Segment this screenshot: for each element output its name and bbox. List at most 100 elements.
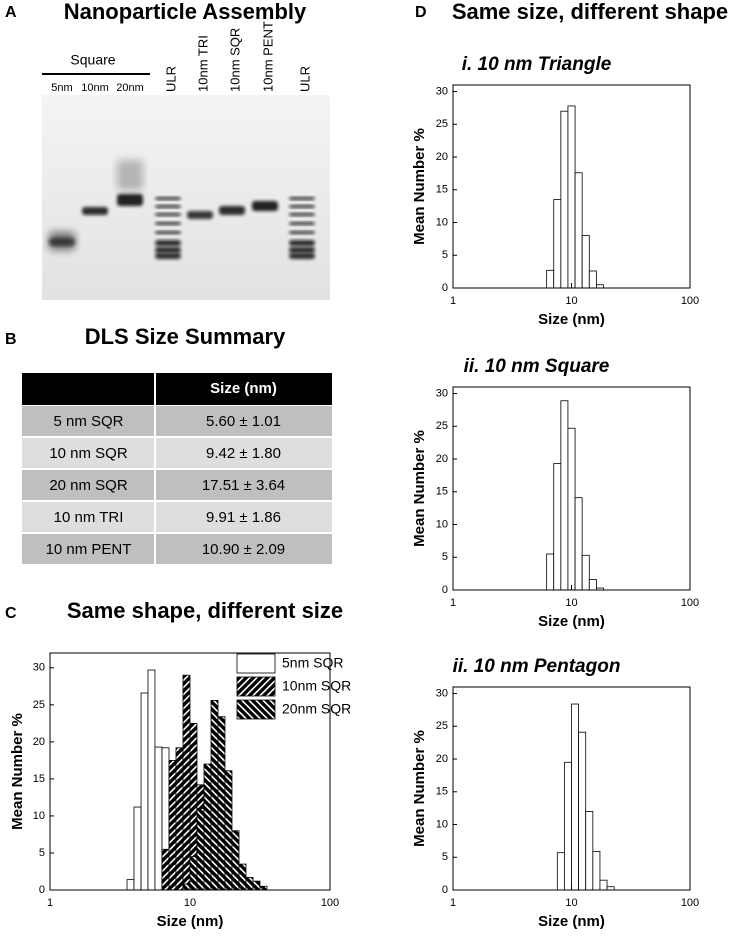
lane-label: 10nm PENT [260, 21, 275, 92]
gel-band [252, 201, 278, 211]
y-tick-label: 10 [33, 810, 45, 822]
panel-label: D [415, 4, 427, 21]
y-tick-label: 5 [442, 249, 448, 261]
histogram-bar [556, 852, 565, 891]
y-tick-label: 30 [436, 687, 448, 699]
histogram-bar [252, 880, 261, 891]
table-row [22, 470, 154, 500]
x-axis-label: Size (nm) [538, 311, 605, 328]
x-tick-label: 100 [681, 597, 699, 609]
lane-label: ULR [297, 66, 312, 92]
y-tick-label: 15 [33, 773, 45, 785]
y-tick-label: 20 [436, 453, 448, 465]
x-tick-label: 1 [450, 295, 456, 307]
x-tick-label: 100 [681, 897, 699, 909]
y-tick-label: 25 [436, 720, 448, 732]
histogram-bar [571, 703, 580, 891]
histogram-bar [231, 830, 240, 891]
histogram-bar [203, 763, 212, 891]
histogram-bar [581, 235, 590, 289]
table-row [22, 438, 154, 468]
table-row [156, 406, 332, 436]
histogram-bar [588, 270, 597, 289]
x-axis-label: Size (nm) [538, 613, 605, 630]
lane-label: 20nm [116, 82, 144, 94]
y-tick-label: 15 [436, 486, 448, 498]
x-axis-label: Size (nm) [538, 913, 605, 930]
x-tick-label: 10 [565, 295, 577, 307]
legend-swatch [236, 699, 276, 720]
x-tick-label: 100 [681, 295, 699, 307]
histogram-bar [189, 856, 198, 891]
panel-title: Same shape, different size [67, 598, 343, 623]
table-row [156, 470, 332, 500]
y-tick-label: 30 [436, 387, 448, 399]
legend-label: 20nm SQR [282, 701, 351, 717]
histogram-bar [567, 427, 576, 591]
table-cell: 10 nm SQR [49, 445, 128, 462]
y-tick-label: 0 [39, 884, 45, 896]
lane-label: 10nm SQR [227, 28, 242, 92]
table-row [22, 406, 154, 436]
x-axis-label: Size (nm) [157, 913, 224, 930]
table-row [156, 534, 332, 564]
y-tick-label: 5 [442, 551, 448, 563]
histogram-bar [585, 811, 594, 891]
x-tick-label: 1 [450, 897, 456, 909]
y-tick-label: 0 [442, 584, 448, 596]
x-tick-label: 10 [565, 897, 577, 909]
gel-band [155, 240, 181, 246]
y-tick-label: 5 [442, 851, 448, 863]
y-tick-label: 10 [436, 818, 448, 830]
histogram-bar [147, 669, 156, 891]
x-tick-label: 10 [184, 897, 196, 909]
y-tick-label: 20 [436, 151, 448, 163]
gel-band [82, 207, 108, 215]
histogram-bar [217, 716, 226, 891]
table-cell: 17.51 ± 3.64 [202, 477, 285, 494]
histogram-bar [574, 172, 583, 289]
legend-label: 5nm SQR [282, 655, 343, 671]
histogram-bar [175, 747, 184, 891]
panel-label: A [5, 4, 17, 21]
y-tick-label: 25 [436, 118, 448, 130]
lane-label: ULR [163, 66, 178, 92]
table-row [22, 534, 154, 564]
histogram-bar [182, 674, 191, 891]
gel-band [117, 160, 143, 190]
histogram-bar [560, 110, 569, 289]
histogram-bar [161, 848, 170, 891]
table-cell: 20 nm SQR [49, 477, 128, 494]
histogram-bar [154, 746, 163, 891]
table-cell: 10 nm TRI [54, 509, 124, 526]
gel-band [289, 231, 315, 234]
gel-band [289, 240, 315, 246]
gel-band [289, 213, 315, 216]
gel-band [49, 238, 75, 246]
panel-title: DLS Size Summary [85, 324, 286, 349]
histogram-bar [574, 497, 583, 591]
gel-band [155, 222, 181, 225]
y-tick-label: 0 [442, 884, 448, 896]
chart-title: ii. 10 nm Square [464, 356, 610, 377]
table-header [22, 373, 332, 405]
histogram-bar [553, 199, 562, 289]
x-tick-label: 1 [47, 897, 53, 909]
table-header-cell: Size (nm) [210, 380, 277, 397]
histogram-bar [196, 808, 205, 891]
histogram-bar [168, 759, 177, 891]
legend-swatch [236, 653, 276, 674]
histogram-bar [567, 105, 576, 289]
gel-band [289, 197, 315, 200]
table-cell: 5.60 ± 1.01 [206, 413, 281, 430]
lane-label: 10nm TRI [195, 35, 210, 92]
histogram-bar [140, 692, 149, 891]
table-cell: 5 nm SQR [53, 413, 123, 430]
y-tick-label: 30 [436, 85, 448, 97]
histogram-bar [553, 463, 562, 591]
gel-band [155, 247, 181, 253]
table-cell: 10 nm PENT [46, 541, 132, 558]
histogram-bar [238, 863, 247, 891]
panel-title: Same size, different shape [452, 0, 728, 24]
